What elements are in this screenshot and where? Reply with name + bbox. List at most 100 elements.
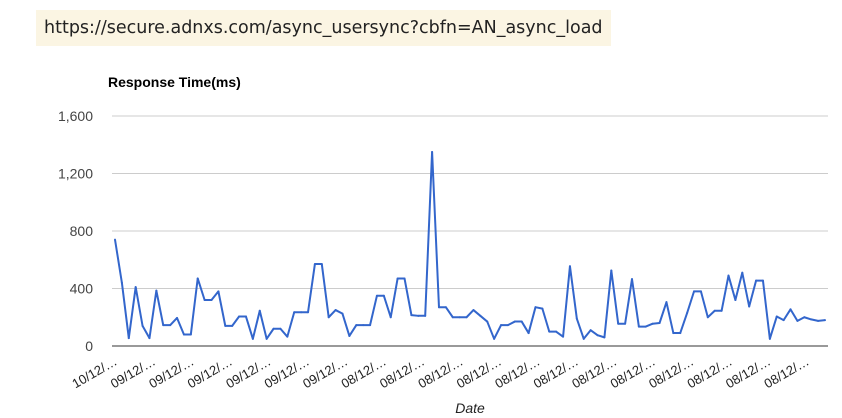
data-point <box>789 308 792 311</box>
data-point <box>334 309 337 312</box>
data-point <box>479 314 482 317</box>
data-point <box>127 337 130 340</box>
data-point <box>596 334 599 337</box>
data-point <box>458 316 461 319</box>
data-point <box>630 278 633 281</box>
data-point <box>637 325 640 328</box>
data-point <box>362 324 365 327</box>
data-point <box>741 271 744 274</box>
data-point <box>410 314 413 317</box>
data-point <box>810 318 813 321</box>
data-point <box>272 327 275 330</box>
data-point <box>224 324 227 327</box>
data-point <box>824 319 826 322</box>
data-point <box>624 322 627 325</box>
data-point <box>706 316 709 319</box>
data-point <box>568 265 571 268</box>
y-tick-label: 800 <box>70 223 94 239</box>
y-axis-ticks: 0 400 800 1,200 1,600 <box>58 108 93 354</box>
data-point <box>803 316 806 319</box>
data-point <box>176 316 179 319</box>
data-point <box>658 322 661 324</box>
data-point <box>506 324 509 327</box>
data-point <box>396 277 399 280</box>
data-point <box>355 324 358 327</box>
data-point <box>775 315 778 318</box>
data-point <box>286 335 289 338</box>
data-point <box>437 306 440 309</box>
data-point <box>389 316 392 319</box>
data-point <box>748 305 751 308</box>
data-point <box>382 294 385 297</box>
data-point <box>162 324 165 327</box>
chart-title: Response Time(ms) <box>108 74 241 90</box>
data-point <box>644 325 647 328</box>
data-point <box>734 299 737 301</box>
data-point <box>451 316 454 319</box>
data-point <box>610 269 613 272</box>
data-point <box>582 337 585 340</box>
data-point <box>679 332 682 335</box>
data-point <box>217 290 220 293</box>
data-point <box>665 301 668 304</box>
data-point <box>307 311 310 314</box>
data-point <box>300 311 303 314</box>
data-point <box>203 299 206 301</box>
data-point <box>369 324 372 327</box>
y-tick-label: 1,200 <box>58 166 93 182</box>
data-point <box>713 309 716 312</box>
data-point <box>134 286 137 289</box>
data-point <box>244 315 247 318</box>
data-point <box>562 335 565 338</box>
data-point <box>500 324 503 327</box>
data-point <box>768 337 771 340</box>
series-group <box>114 150 826 340</box>
data-point <box>251 337 254 340</box>
data-point <box>761 279 764 282</box>
data-point <box>720 309 723 312</box>
data-point <box>279 327 282 330</box>
data-point <box>189 333 192 336</box>
data-point <box>493 337 496 340</box>
data-point <box>672 332 675 335</box>
data-point <box>817 319 820 322</box>
data-point <box>520 320 523 323</box>
data-point <box>575 317 578 320</box>
data-point <box>313 263 316 266</box>
data-point <box>141 324 144 327</box>
gridlines <box>112 115 828 289</box>
data-point <box>293 311 296 314</box>
series-line <box>114 150 826 340</box>
y-tick-label: 400 <box>70 281 94 297</box>
data-point <box>182 333 185 336</box>
data-point <box>327 316 330 319</box>
data-point <box>651 322 654 325</box>
data-point <box>686 311 689 314</box>
data-point <box>417 314 420 317</box>
data-point <box>148 337 151 340</box>
data-point <box>169 324 172 327</box>
data-point <box>196 277 199 280</box>
data-point <box>796 319 799 322</box>
data-point <box>541 307 544 310</box>
data-point <box>114 238 116 241</box>
data-point <box>486 320 489 323</box>
data-point <box>617 322 620 325</box>
data-point <box>755 279 758 282</box>
data-point <box>513 320 516 323</box>
data-point <box>348 334 351 337</box>
data-point <box>555 330 558 333</box>
data-point <box>424 314 427 317</box>
x-axis-title: Date <box>455 400 485 416</box>
x-axis-ticks: 10/12/…09/12/…09/12/…09/12/…09/12/…09/12… <box>69 354 811 392</box>
data-point <box>465 316 468 319</box>
data-point <box>589 329 592 332</box>
data-point <box>238 315 241 318</box>
y-tick-label: 0 <box>85 338 93 354</box>
data-point <box>403 277 406 280</box>
data-point <box>231 324 234 327</box>
data-point <box>699 290 702 293</box>
data-point <box>375 294 378 297</box>
data-point <box>341 312 344 315</box>
